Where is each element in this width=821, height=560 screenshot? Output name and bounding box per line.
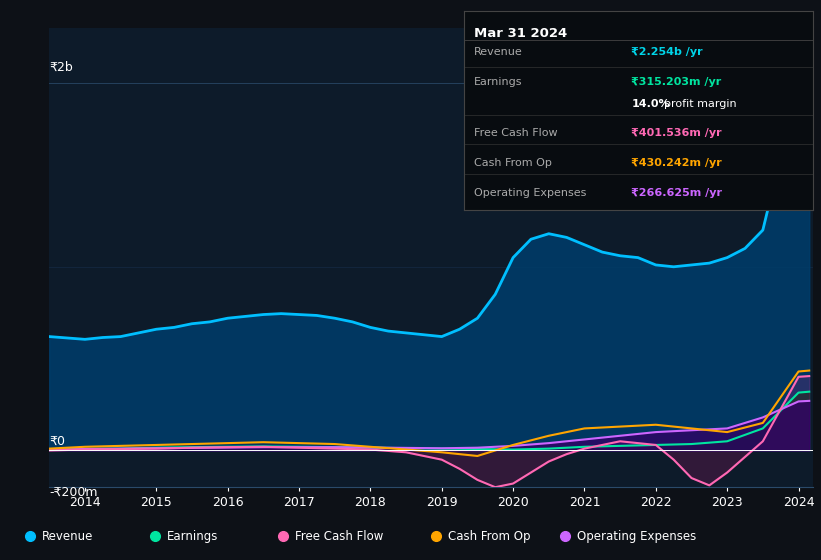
Text: Free Cash Flow: Free Cash Flow bbox=[296, 530, 384, 543]
Text: ₹0: ₹0 bbox=[49, 435, 65, 447]
Text: Revenue: Revenue bbox=[475, 47, 523, 57]
Text: -₹200m: -₹200m bbox=[49, 486, 98, 500]
Text: 14.0%: 14.0% bbox=[631, 99, 670, 109]
Text: Operating Expenses: Operating Expenses bbox=[475, 188, 587, 198]
Text: Free Cash Flow: Free Cash Flow bbox=[475, 128, 558, 138]
Text: Mar 31 2024: Mar 31 2024 bbox=[475, 27, 567, 40]
Text: Earnings: Earnings bbox=[167, 530, 218, 543]
Text: ₹315.203m /yr: ₹315.203m /yr bbox=[631, 77, 722, 87]
Text: Operating Expenses: Operating Expenses bbox=[577, 530, 696, 543]
Text: Earnings: Earnings bbox=[475, 77, 523, 87]
Text: profit margin: profit margin bbox=[664, 99, 737, 109]
Text: ₹430.242m /yr: ₹430.242m /yr bbox=[631, 158, 722, 169]
Text: ₹2.254b /yr: ₹2.254b /yr bbox=[631, 47, 703, 57]
Text: ₹401.536m /yr: ₹401.536m /yr bbox=[631, 128, 722, 138]
Text: ₹266.625m /yr: ₹266.625m /yr bbox=[631, 188, 722, 198]
Text: Cash From Op: Cash From Op bbox=[475, 158, 553, 169]
Text: Cash From Op: Cash From Op bbox=[448, 530, 531, 543]
Text: ₹2b: ₹2b bbox=[49, 61, 73, 74]
Text: Revenue: Revenue bbox=[42, 530, 94, 543]
